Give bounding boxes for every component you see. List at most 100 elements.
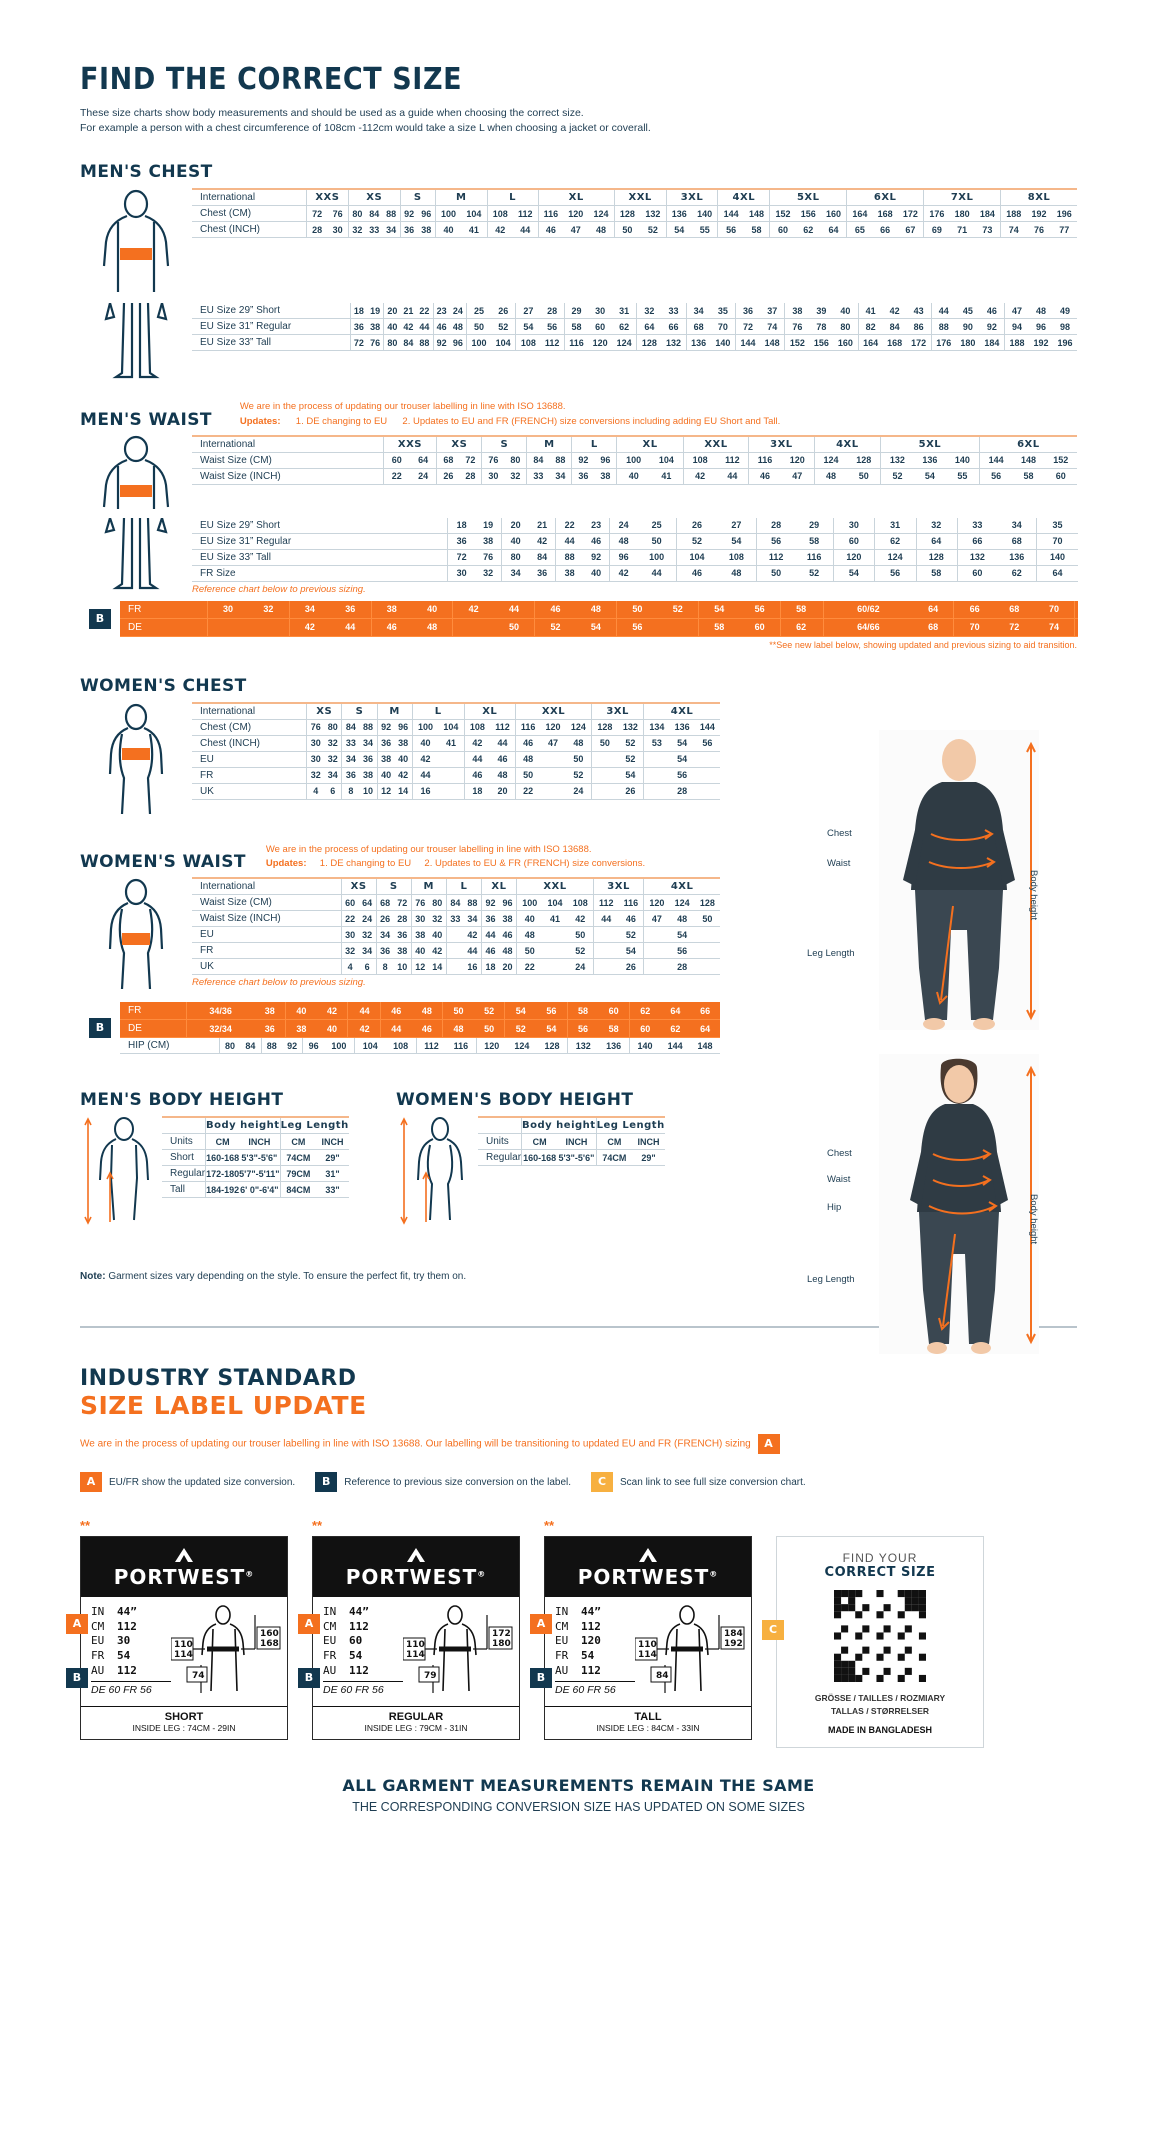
table-cell: 42: [400, 319, 416, 335]
spec-key: CM: [91, 1620, 117, 1635]
table-cell: 44: [412, 767, 438, 783]
table-cell: 30: [307, 751, 325, 767]
table-cell: 32: [341, 943, 359, 959]
mens-waist-title: MEN'S WAIST: [80, 410, 212, 430]
row-label: EU Size 33” Tall: [192, 335, 350, 351]
table-cell: 44: [931, 303, 956, 319]
table-cell: [438, 751, 464, 767]
table-cell: 44: [593, 911, 618, 927]
table-cell: 72: [735, 319, 760, 335]
table-cell: 112: [717, 452, 749, 468]
male-torso-figure: [80, 188, 192, 303]
qr-code-icon[interactable]: [834, 1590, 926, 1682]
card-tag-b: B: [530, 1668, 552, 1688]
spec-key: AU: [555, 1664, 581, 1679]
table-cell: 184: [975, 206, 1001, 222]
table-cell: 76: [475, 549, 502, 565]
table-cell: 26: [677, 518, 717, 534]
table-cell: 30: [448, 565, 475, 581]
table-cell: 56: [757, 533, 796, 549]
bh-cell: 184-192: [206, 1182, 240, 1198]
table-cell: 176: [931, 335, 956, 351]
table-cell: 80: [384, 335, 401, 351]
fit-title: REGULAR: [313, 1711, 519, 1723]
table-cell: 188: [1004, 335, 1029, 351]
size-group-header: 6XL: [847, 189, 924, 206]
table-cell: 30: [341, 927, 359, 943]
brand-header: PORTWEST®: [545, 1537, 751, 1597]
ref-row-label: FR: [120, 601, 207, 619]
size-group-header: 3XL: [749, 436, 814, 453]
ref-cell: 62: [661, 1020, 691, 1038]
table-cell: 36: [529, 565, 556, 581]
table-cell: 38: [377, 751, 395, 767]
table-cell: 42: [883, 303, 907, 319]
bh-group-header: Leg Length: [596, 1117, 665, 1134]
ref-cell: 38: [371, 601, 412, 619]
label-de-fr-line: DE 60 FR 56: [91, 1681, 171, 1696]
waist-max: 114: [406, 1650, 425, 1660]
table-cell: 34: [549, 468, 572, 484]
table-cell: 38: [556, 565, 583, 581]
table-cell: 72: [459, 452, 482, 468]
size-group-header: 4XL: [644, 878, 720, 895]
table-cell: 22: [416, 303, 433, 319]
table-cell: 46: [538, 222, 563, 238]
table-cell: 38: [411, 927, 429, 943]
table-cell: [695, 751, 720, 767]
table-cell: 136: [670, 719, 695, 735]
footer-line-1: ALL GARMENT MEASUREMENTS REMAIN THE SAME: [80, 1776, 1077, 1795]
size-group-header: M: [411, 878, 446, 895]
ref-cell: 56: [567, 1020, 598, 1038]
table-cell: 6: [324, 783, 342, 799]
table-cell: 120: [644, 895, 670, 911]
bh-group-header: Leg Length: [280, 1117, 349, 1134]
table-cell: 48: [517, 927, 543, 943]
column-header-label: International: [192, 189, 306, 206]
table-cell: 40: [395, 751, 413, 767]
ref-cell: 58: [780, 601, 821, 619]
table-cell: 92: [980, 319, 1005, 335]
qr-made-in: MADE IN BANGLADESH: [787, 1725, 973, 1735]
table-cell: 38: [394, 943, 412, 959]
table-cell: 94: [1004, 319, 1029, 335]
table-cell: 196: [1052, 206, 1077, 222]
bh-cell: 5'7"-5'11": [239, 1166, 280, 1182]
spec-key: IN: [91, 1605, 117, 1620]
table-cell: 116: [515, 719, 540, 735]
male-body-height-label: Body height: [1028, 870, 1039, 920]
fit-subtitle: INSIDE LEG : 84CM - 33IN: [545, 1723, 751, 1733]
male-chest-label: Chest: [827, 828, 852, 839]
table-cell: 44: [717, 468, 749, 484]
bh-cell: 79CM: [280, 1166, 316, 1182]
spec-key: EU: [323, 1634, 349, 1649]
table-cell: 44: [416, 319, 433, 335]
table-cell: 38: [395, 735, 413, 751]
table-cell: 12: [377, 783, 395, 799]
table-cell: [644, 943, 670, 959]
table-cell: 77: [1052, 222, 1077, 238]
table-cell: 33: [446, 911, 464, 927]
table-cell: 60: [588, 319, 612, 335]
table-cell: 34: [376, 927, 394, 943]
table-cell: 44: [464, 943, 482, 959]
row-label: Waist Size (INCH): [192, 468, 383, 484]
table-cell: [695, 927, 720, 943]
table-cell: 32: [475, 565, 502, 581]
spec-value: 44”: [581, 1605, 601, 1618]
male-waist-torso-figure: [80, 435, 192, 518]
table-cell: [695, 943, 720, 959]
table-cell: 56: [670, 943, 695, 959]
